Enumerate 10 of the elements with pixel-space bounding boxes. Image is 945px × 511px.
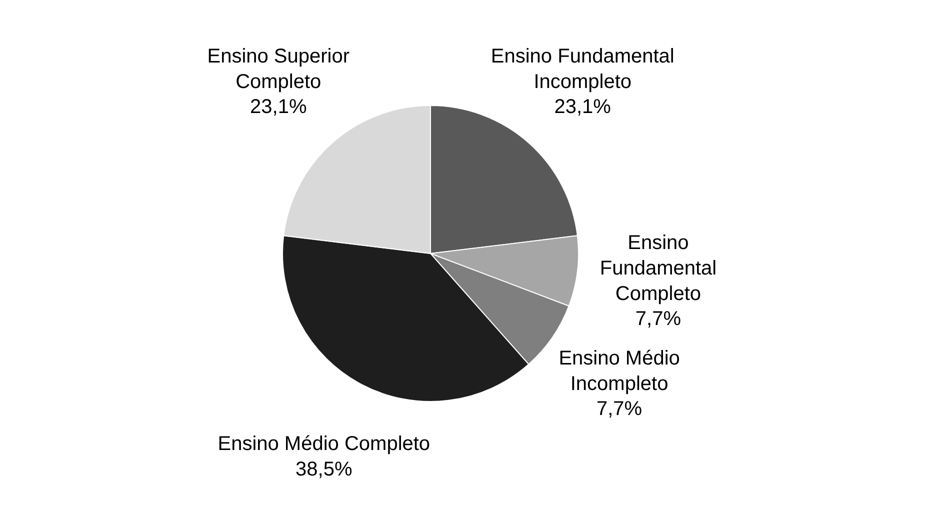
- data-label: 38,5%: [296, 458, 352, 480]
- data-label: 7,7%: [596, 398, 642, 420]
- slice-label: Ensino Médio Completo: [218, 432, 430, 455]
- slice-label: Ensino Superior Completo: [207, 45, 350, 93]
- data-label: 23,1%: [554, 96, 612, 118]
- data-label: 23,1%: [250, 96, 307, 118]
- slice-label: Ensino Fundamental Completo: [600, 232, 717, 305]
- data-label: 7,7%: [635, 308, 682, 330]
- slice-label: Ensino Médio Incompleto: [558, 348, 680, 395]
- slice-label: Ensino Fundamental Incompleto: [490, 45, 674, 93]
